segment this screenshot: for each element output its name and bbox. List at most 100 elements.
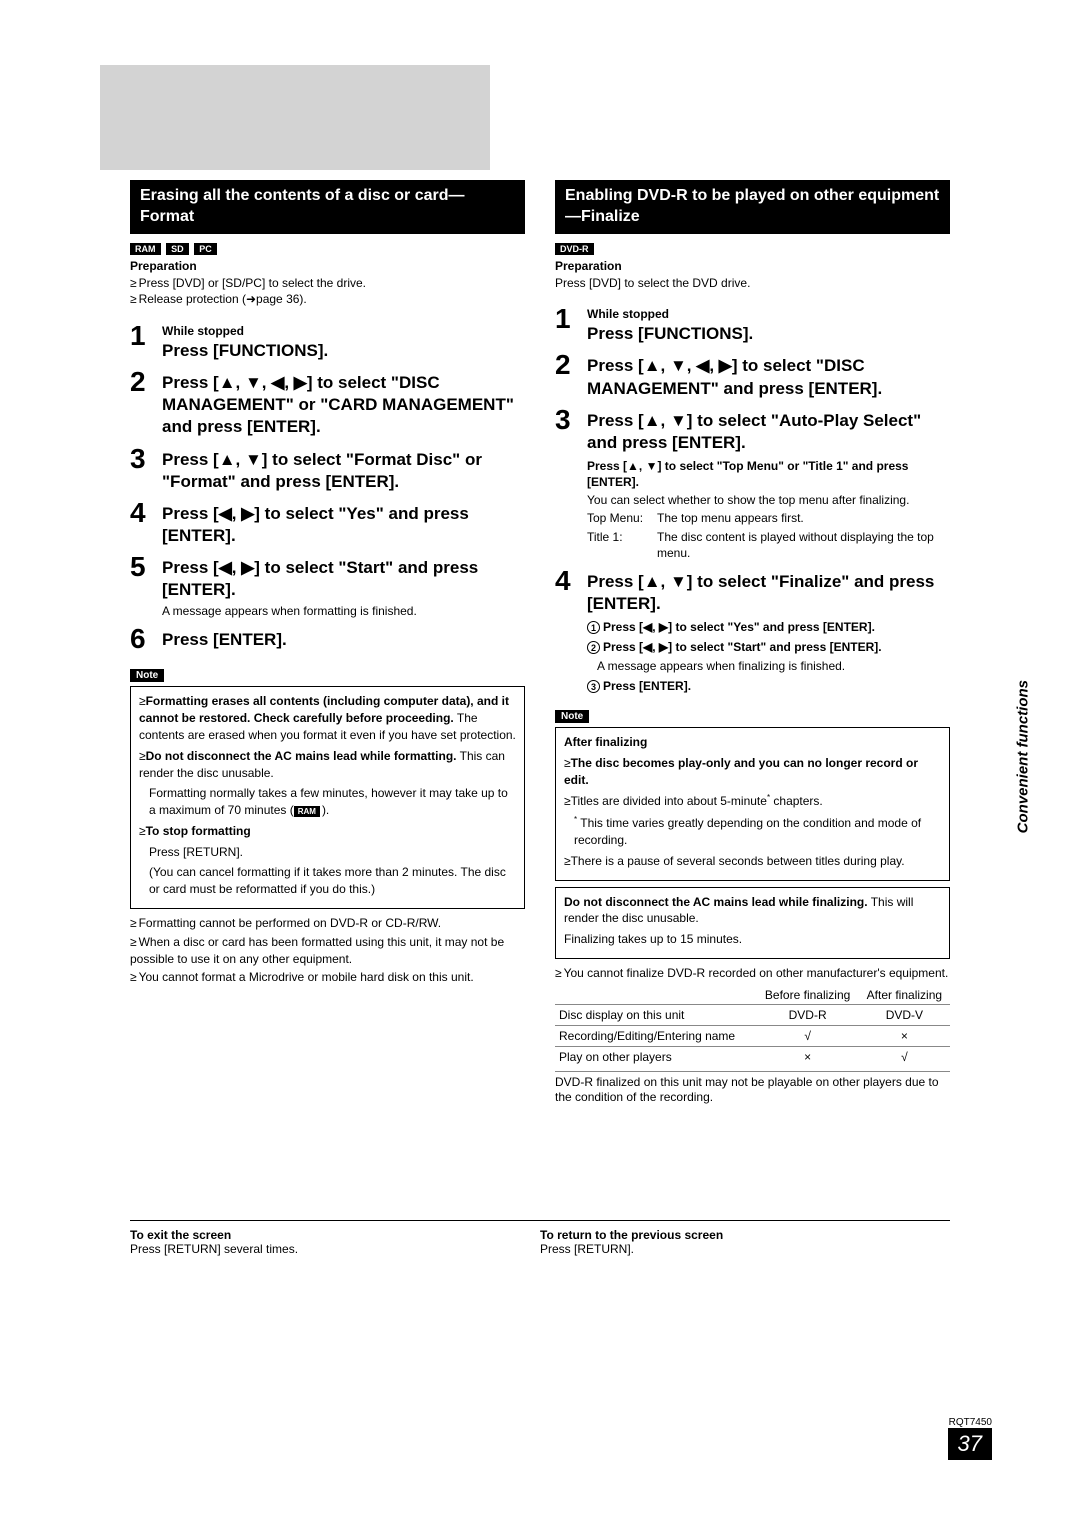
step-main: Press [FUNCTIONS]. <box>162 340 525 362</box>
after-note-r: You cannot finalize DVD-R recorded on ot… <box>555 965 950 982</box>
s4-c2-note: A message appears when finalizing is fin… <box>587 658 950 674</box>
after-note-3: You cannot format a Microdrive or mobile… <box>130 969 525 986</box>
s4-c1: 1Press [◀, ▶] to select "Yes" and press … <box>587 619 950 635</box>
finalize-table: Before finalizing After finalizing Disc … <box>555 986 950 1067</box>
th-after: After finalizing <box>859 986 950 1005</box>
note-p3-end: ). <box>322 803 329 817</box>
left-column: Erasing all the contents of a disc or ca… <box>130 180 525 1106</box>
step-main: Press [▲, ▼] to select "Finalize" and pr… <box>587 571 950 615</box>
left-step-1: 1 While stopped Press [FUNCTIONS]. <box>130 322 525 362</box>
step-main: Press [ENTER]. <box>162 629 525 651</box>
nb-p1: The disc becomes play-only and you can n… <box>564 756 918 787</box>
after-note-1: Formatting cannot be performed on DVD-R … <box>130 915 525 932</box>
table-row: Play on other players × √ <box>555 1046 950 1067</box>
step-cond: While stopped <box>162 324 525 338</box>
table-row: Recording/Editing/Entering name √ × <box>555 1025 950 1046</box>
footer-rule <box>130 1220 950 1221</box>
right-section-header: Enabling DVD-R to be played on other equ… <box>555 180 950 234</box>
footer-right-text: Press [RETURN]. <box>540 1242 950 1256</box>
note-p3-badge: RAM <box>294 806 320 817</box>
right-step-2: 2 Press [▲, ▼, ◀, ▶] to select "DISC MAN… <box>555 351 950 399</box>
step-sub: Press [▲, ▼] to select "Top Menu" or "Ti… <box>587 458 950 490</box>
right-column: Enabling DVD-R to be played on other equ… <box>555 180 950 1106</box>
s3-note1: You can select whether to show the top m… <box>587 492 950 508</box>
after-note-2: When a disc or card has been formatted u… <box>130 934 525 968</box>
right-note-label: Note <box>555 710 589 723</box>
step-num: 4 <box>555 567 587 694</box>
step-num: 2 <box>130 368 162 438</box>
right-badges: DVD-R <box>555 240 950 255</box>
badge-pc: PC <box>194 243 217 255</box>
step-main: Press [▲, ▼] to select "Format Disc" or … <box>162 449 525 493</box>
right-prep-line: Press [DVD] to select the DVD drive. <box>555 275 950 292</box>
right-step-1: 1 While stopped Press [FUNCTIONS]. <box>555 305 950 345</box>
step-note: A message appears when formatting is fin… <box>162 603 525 619</box>
right-steps: 1 While stopped Press [FUNCTIONS]. 2 Pre… <box>555 305 950 694</box>
step-cond: While stopped <box>587 307 950 321</box>
right-step-4: 4 Press [▲, ▼] to select "Finalize" and … <box>555 567 950 694</box>
left-step-5: 5 Press [◀, ▶] to select "Start" and pre… <box>130 553 525 619</box>
left-note-label: Note <box>130 669 164 682</box>
note-p2-bold: Do not disconnect the AC mains lead whil… <box>146 749 457 763</box>
badge-sd: SD <box>166 243 189 255</box>
page-number-badge: 37 <box>948 1428 992 1460</box>
step-main: Press [FUNCTIONS]. <box>587 323 950 345</box>
footer-right-title: To return to the previous screen <box>540 1228 950 1242</box>
step-main: Press [▲, ▼, ◀, ▶] to select "DISC MANAG… <box>587 355 950 399</box>
nb-p3: There is a pause of several seconds betw… <box>571 854 905 868</box>
footer-right: To return to the previous screen Press [… <box>540 1228 950 1256</box>
note-p5: Press [RETURN]. <box>139 844 516 861</box>
s3-title1: Title 1:The disc content is played witho… <box>587 529 950 561</box>
step-main: Press [◀, ▶] to select "Start" and press… <box>162 557 525 601</box>
left-steps: 1 While stopped Press [FUNCTIONS]. 2 Pre… <box>130 322 525 653</box>
note-p6: (You can cancel formatting if it takes m… <box>139 864 516 898</box>
table-row: Disc display on this unit DVD-R DVD-V <box>555 1004 950 1025</box>
s4-c3: 3Press [ENTER]. <box>587 678 950 694</box>
s3-topmenu: Top Menu:The top menu appears first. <box>587 510 950 526</box>
side-label: Convenient functions <box>1014 680 1031 833</box>
s4-c2: 2Press [◀, ▶] to select "Start" and pres… <box>587 639 950 655</box>
footer-left-text: Press [RETURN] several times. <box>130 1242 540 1256</box>
step-main: Press [◀, ▶] to select "Yes" and press [… <box>162 503 525 547</box>
left-prep-title: Preparation <box>130 259 525 273</box>
right-note-box-2: Do not disconnect the AC mains lead whil… <box>555 887 950 959</box>
nb-p2a: Titles are divided into about 5-minute <box>571 794 767 808</box>
step-num: 2 <box>555 351 587 399</box>
prep-line-2: Release protection (➜page 36). <box>130 291 525 308</box>
right-step-3: 3 Press [▲, ▼] to select "Auto-Play Sele… <box>555 406 950 561</box>
step-num: 6 <box>130 625 162 653</box>
left-step-4: 4 Press [◀, ▶] to select "Yes" and press… <box>130 499 525 547</box>
left-badges: RAM SD PC <box>130 240 525 255</box>
table-footer: DVD-R finalized on this unit may not be … <box>555 1071 950 1106</box>
left-after-notes: Formatting cannot be performed on DVD-R … <box>130 915 525 986</box>
nb-p2sub: This time varies greatly depending on th… <box>574 816 921 847</box>
gray-decorative-band <box>100 65 490 170</box>
footer-left-title: To exit the screen <box>130 1228 540 1242</box>
step-main: Press [▲, ▼, ◀, ▶] to select "DISC MANAG… <box>162 372 525 438</box>
right-note-box: After finalizing ≥The disc becomes play-… <box>555 727 950 881</box>
step-num: 1 <box>130 322 162 362</box>
left-section-header: Erasing all the contents of a disc or ca… <box>130 180 525 234</box>
nb2-p1b: Do not disconnect the AC mains lead whil… <box>564 895 868 909</box>
document-code: RQT7450 <box>949 1417 992 1428</box>
nb-h: After finalizing <box>564 735 647 749</box>
right-prep-title: Preparation <box>555 259 950 273</box>
main-content: Erasing all the contents of a disc or ca… <box>130 180 950 1106</box>
step-num: 3 <box>555 406 587 561</box>
prep-line-1: Press [DVD] or [SD/PC] to select the dri… <box>130 275 525 292</box>
step-num: 4 <box>130 499 162 547</box>
step-main: Press [▲, ▼] to select "Auto-Play Select… <box>587 410 950 454</box>
note-p4-bold: To stop formatting <box>146 824 251 838</box>
step-num: 1 <box>555 305 587 345</box>
step-num: 5 <box>130 553 162 619</box>
footer-left: To exit the screen Press [RETURN] severa… <box>130 1228 540 1256</box>
left-note-box: ≥Formatting erases all contents (includi… <box>130 686 525 909</box>
th-before: Before finalizing <box>757 986 859 1005</box>
nb-p2b: chapters. <box>770 794 823 808</box>
nb2-p2: Finalizing takes up to 15 minutes. <box>564 931 941 948</box>
badge-ram: RAM <box>130 243 161 255</box>
left-step-3: 3 Press [▲, ▼] to select "Format Disc" o… <box>130 445 525 493</box>
badge-dvdr: DVD-R <box>555 243 594 255</box>
right-after-note: You cannot finalize DVD-R recorded on ot… <box>555 965 950 982</box>
left-step-6: 6 Press [ENTER]. <box>130 625 525 653</box>
